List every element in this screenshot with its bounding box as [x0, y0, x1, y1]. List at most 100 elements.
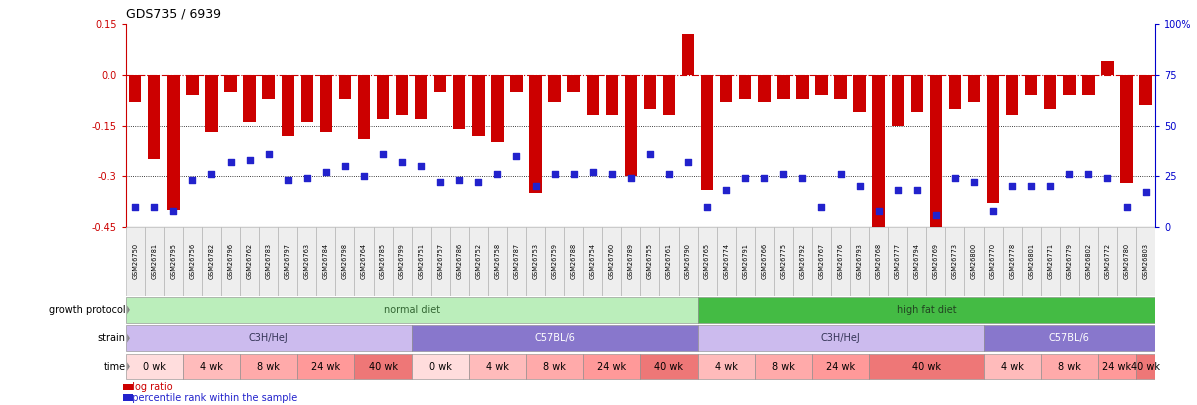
- Text: GSM26776: GSM26776: [838, 243, 844, 279]
- Bar: [911, 75, 923, 112]
- Point: [946, 175, 965, 181]
- Text: 4 wk: 4 wk: [1001, 362, 1023, 371]
- Text: strain: strain: [98, 333, 126, 343]
- Text: GSM26790: GSM26790: [685, 243, 691, 279]
- Bar: [1003, 227, 1022, 296]
- Point: [164, 207, 183, 214]
- Point: [1021, 183, 1040, 190]
- Bar: [205, 75, 218, 132]
- Polygon shape: [127, 362, 130, 371]
- Point: [545, 171, 564, 177]
- Point: [450, 177, 469, 183]
- Point: [984, 207, 1003, 214]
- Bar: [1059, 227, 1078, 296]
- Bar: [450, 227, 469, 296]
- Bar: [946, 227, 965, 296]
- Bar: [583, 354, 640, 379]
- Point: [393, 159, 412, 165]
- Bar: [736, 227, 755, 296]
- Text: 8 wk: 8 wk: [1058, 362, 1081, 371]
- Bar: [1063, 75, 1076, 95]
- Bar: [412, 326, 698, 351]
- Point: [640, 151, 660, 157]
- Bar: [698, 354, 755, 379]
- Point: [1117, 203, 1136, 210]
- Bar: [1005, 75, 1019, 115]
- Text: GSM26780: GSM26780: [1124, 243, 1130, 279]
- Point: [660, 171, 679, 177]
- Bar: [682, 34, 694, 75]
- Bar: [815, 75, 827, 95]
- Text: 40 wk: 40 wk: [912, 362, 941, 371]
- Polygon shape: [127, 334, 130, 343]
- Text: 24 wk: 24 wk: [311, 362, 340, 371]
- Bar: [701, 75, 713, 190]
- Text: GSM26767: GSM26767: [819, 243, 825, 279]
- Point: [1040, 183, 1059, 190]
- Text: GSM26786: GSM26786: [456, 243, 462, 279]
- Bar: [415, 75, 427, 119]
- Text: GSM26759: GSM26759: [552, 243, 558, 279]
- Bar: [850, 227, 869, 296]
- Point: [698, 203, 717, 210]
- Point: [1098, 175, 1117, 181]
- Point: [525, 183, 545, 190]
- Point: [335, 163, 354, 169]
- Bar: [1120, 75, 1132, 183]
- Bar: [454, 75, 466, 129]
- Bar: [679, 227, 698, 296]
- Text: GSM26753: GSM26753: [533, 243, 539, 279]
- Text: GSM26773: GSM26773: [952, 243, 958, 279]
- Bar: [1044, 75, 1057, 109]
- Point: [316, 169, 335, 175]
- Text: GSM26791: GSM26791: [742, 243, 748, 279]
- Bar: [606, 75, 618, 115]
- Point: [145, 203, 164, 210]
- Bar: [510, 75, 523, 92]
- Point: [965, 179, 984, 185]
- Text: GSM26754: GSM26754: [590, 243, 596, 279]
- Point: [907, 187, 926, 194]
- Bar: [587, 75, 598, 115]
- Bar: [358, 75, 370, 139]
- Bar: [926, 227, 946, 296]
- Text: GSM26750: GSM26750: [132, 243, 138, 279]
- Bar: [984, 326, 1155, 351]
- Bar: [755, 227, 773, 296]
- Text: 8 wk: 8 wk: [257, 362, 280, 371]
- Bar: [183, 227, 202, 296]
- Bar: [1078, 227, 1098, 296]
- Bar: [259, 227, 278, 296]
- Text: GSM26752: GSM26752: [475, 243, 481, 279]
- Point: [717, 187, 736, 194]
- Bar: [262, 75, 275, 98]
- Bar: [168, 75, 180, 210]
- Bar: [224, 75, 237, 92]
- Text: percentile rank within the sample: percentile rank within the sample: [126, 393, 297, 403]
- Bar: [129, 75, 141, 102]
- Text: 40 wk: 40 wk: [1131, 362, 1160, 371]
- Bar: [1136, 354, 1155, 379]
- Point: [506, 153, 525, 159]
- Text: GSM26778: GSM26778: [1009, 243, 1015, 279]
- Bar: [548, 75, 561, 102]
- Text: GSM26793: GSM26793: [857, 243, 863, 279]
- Text: GSM26797: GSM26797: [285, 243, 291, 279]
- Point: [1003, 183, 1022, 190]
- Bar: [435, 75, 446, 92]
- Bar: [717, 227, 736, 296]
- Point: [621, 175, 640, 181]
- Point: [354, 173, 373, 179]
- Bar: [243, 75, 256, 122]
- Bar: [1098, 354, 1136, 379]
- Text: growth protocol: growth protocol: [49, 305, 126, 315]
- Point: [278, 177, 297, 183]
- Bar: [297, 354, 354, 379]
- Point: [755, 175, 774, 181]
- Point: [583, 169, 602, 175]
- Text: normal diet: normal diet: [383, 305, 439, 315]
- Text: 24 wk: 24 wk: [1102, 362, 1131, 371]
- Text: 4 wk: 4 wk: [486, 362, 509, 371]
- Text: GSM26762: GSM26762: [247, 243, 253, 279]
- Bar: [281, 75, 294, 136]
